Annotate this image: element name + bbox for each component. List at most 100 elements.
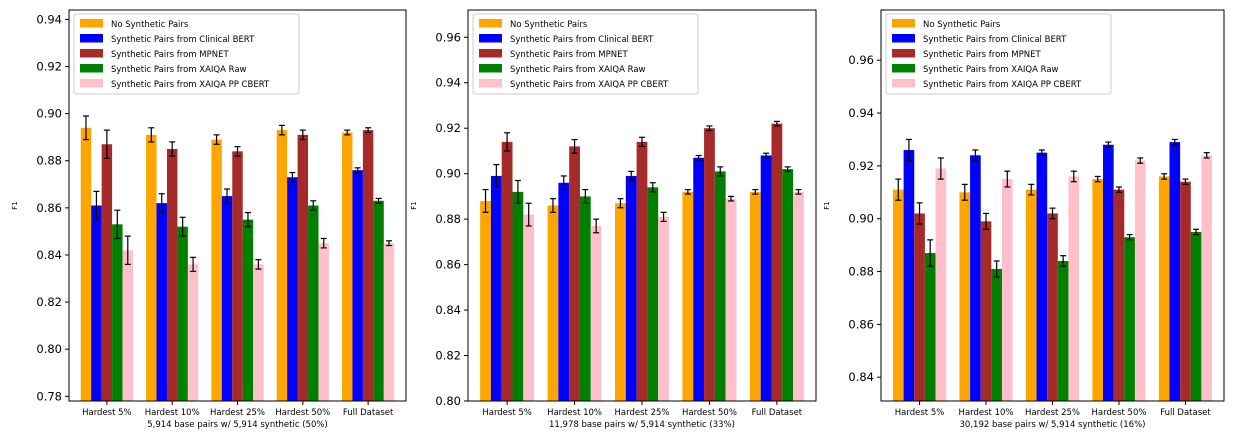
x-axis-label: 11,978 base pairs w/ 5,914 synthetic (33… bbox=[549, 420, 735, 430]
y-tick-label: 0.96 bbox=[435, 30, 461, 44]
bar bbox=[523, 214, 535, 401]
y-tick-label: 0.88 bbox=[435, 212, 461, 226]
bar bbox=[1047, 213, 1058, 401]
bar bbox=[308, 205, 319, 401]
bar bbox=[1068, 176, 1080, 401]
legend-entry-label: No Synthetic Pairs bbox=[510, 20, 588, 30]
bar bbox=[558, 182, 570, 401]
bar bbox=[80, 127, 92, 401]
legend-swatch bbox=[80, 19, 103, 28]
bar bbox=[1092, 179, 1104, 401]
legend-box bbox=[73, 13, 300, 95]
legend-swatch bbox=[479, 79, 502, 88]
bar bbox=[914, 213, 925, 401]
bar bbox=[782, 169, 794, 401]
bar bbox=[287, 177, 298, 401]
legend-box bbox=[885, 13, 1112, 95]
bar bbox=[547, 205, 559, 401]
bar bbox=[970, 155, 981, 401]
y-tick-label: 0.86 bbox=[435, 258, 461, 272]
legend-entry-label: No Synthetic Pairs bbox=[923, 20, 1001, 30]
legend-entry-label: Synthetic Pairs from MPNET bbox=[111, 50, 229, 60]
bar bbox=[704, 128, 715, 402]
bar bbox=[1057, 260, 1069, 401]
y-axis-label: F1 bbox=[410, 201, 418, 209]
x-tick-label: Full Dataset bbox=[752, 408, 803, 418]
bar bbox=[647, 187, 659, 401]
bar bbox=[569, 146, 580, 401]
y-tick-label: 0.84 bbox=[848, 370, 874, 384]
bar bbox=[122, 250, 134, 401]
bar bbox=[490, 175, 502, 401]
legend-entry-label: Synthetic Pairs from XAIQA PP CBERT bbox=[923, 80, 1082, 90]
bar bbox=[501, 141, 513, 402]
x-tick-label: Hardest 25% bbox=[210, 408, 265, 418]
bar bbox=[935, 168, 947, 401]
bar bbox=[1169, 142, 1181, 401]
x-tick-label: Hardest 5% bbox=[482, 408, 532, 418]
bar bbox=[636, 141, 648, 402]
bar bbox=[276, 130, 288, 401]
y-axis-label: F1 bbox=[11, 201, 19, 209]
y-tick-label: 0.84 bbox=[435, 303, 461, 317]
chart-panel-2: 0.80 0.82 0.84 0.86 0.88 0.90 0.92 0.94 0.96 Hard… bbox=[410, 9, 817, 430]
bar bbox=[512, 191, 524, 401]
legend-box bbox=[472, 13, 699, 95]
y-tick-label: 0.86 bbox=[848, 317, 874, 331]
bar bbox=[352, 170, 363, 401]
y-tick-label: 0.92 bbox=[36, 60, 62, 74]
x-tick-label: Full Dataset bbox=[343, 408, 394, 418]
chart-panel-3: 0.84 0.86 0.88 0.90 0.92 0.94 0.96 Hardest 5% Ha… bbox=[823, 9, 1225, 430]
bar bbox=[253, 264, 264, 401]
y-axis-label: F1 bbox=[823, 201, 831, 209]
bar bbox=[211, 139, 222, 401]
bar bbox=[579, 196, 591, 401]
bar bbox=[177, 226, 188, 401]
y-tick-label: 0.94 bbox=[36, 12, 62, 26]
legend-entry-label: Synthetic Pairs from MPNET bbox=[510, 50, 628, 60]
x-tick-label: Hardest 50% bbox=[275, 408, 330, 418]
bar bbox=[1001, 179, 1013, 401]
legend-swatch bbox=[892, 34, 915, 43]
y-tick-label: 0.92 bbox=[435, 121, 461, 135]
bar bbox=[760, 155, 772, 401]
legend-swatch bbox=[479, 49, 502, 58]
bar bbox=[1103, 144, 1114, 401]
bar bbox=[903, 150, 915, 401]
bar bbox=[297, 134, 309, 402]
bar bbox=[693, 157, 705, 401]
y-tick-label: 0.88 bbox=[848, 265, 874, 279]
legend-entry-label: Synthetic Pairs from XAIQA PP CBERT bbox=[111, 80, 270, 90]
bar bbox=[749, 191, 761, 401]
bar bbox=[658, 216, 669, 401]
bar bbox=[242, 219, 254, 401]
chart-panel-1: 0.78 0.80 0.82 0.84 0.86 0.88 0.90 0.92 0.94 Hard… bbox=[11, 9, 407, 430]
x-tick-label: Hardest 10% bbox=[547, 408, 602, 418]
y-tick-label: 0.92 bbox=[848, 159, 874, 173]
legend-entry-label: Synthetic Pairs from XAIQA Raw bbox=[111, 65, 247, 75]
legend-swatch bbox=[892, 79, 915, 88]
y-tick-label: 0.90 bbox=[36, 107, 62, 121]
legend-swatch bbox=[479, 19, 502, 28]
bar bbox=[91, 205, 102, 401]
legend-swatch bbox=[80, 64, 103, 73]
legend-swatch bbox=[479, 64, 502, 73]
y-tick-label: 0.86 bbox=[36, 201, 62, 215]
y-tick-label: 0.80 bbox=[36, 342, 62, 356]
legend-entry-label: Synthetic Pairs from XAIQA Raw bbox=[923, 65, 1059, 75]
y-tick-label: 0.94 bbox=[435, 76, 461, 90]
bar bbox=[615, 203, 626, 401]
y-tick-label: 0.94 bbox=[848, 106, 874, 120]
bar bbox=[714, 171, 726, 401]
y-tick-label: 0.82 bbox=[36, 295, 62, 309]
bar bbox=[146, 134, 157, 402]
bar bbox=[1201, 155, 1213, 401]
y-tick-label: 0.78 bbox=[36, 389, 62, 403]
bar bbox=[625, 175, 637, 401]
x-tick-label: Hardest 5% bbox=[895, 408, 945, 418]
bar bbox=[1158, 176, 1170, 401]
bar bbox=[892, 189, 904, 401]
legend-entry-label: Synthetic Pairs from Clinical BERT bbox=[510, 35, 654, 45]
bar bbox=[221, 196, 233, 401]
bar bbox=[793, 191, 804, 401]
